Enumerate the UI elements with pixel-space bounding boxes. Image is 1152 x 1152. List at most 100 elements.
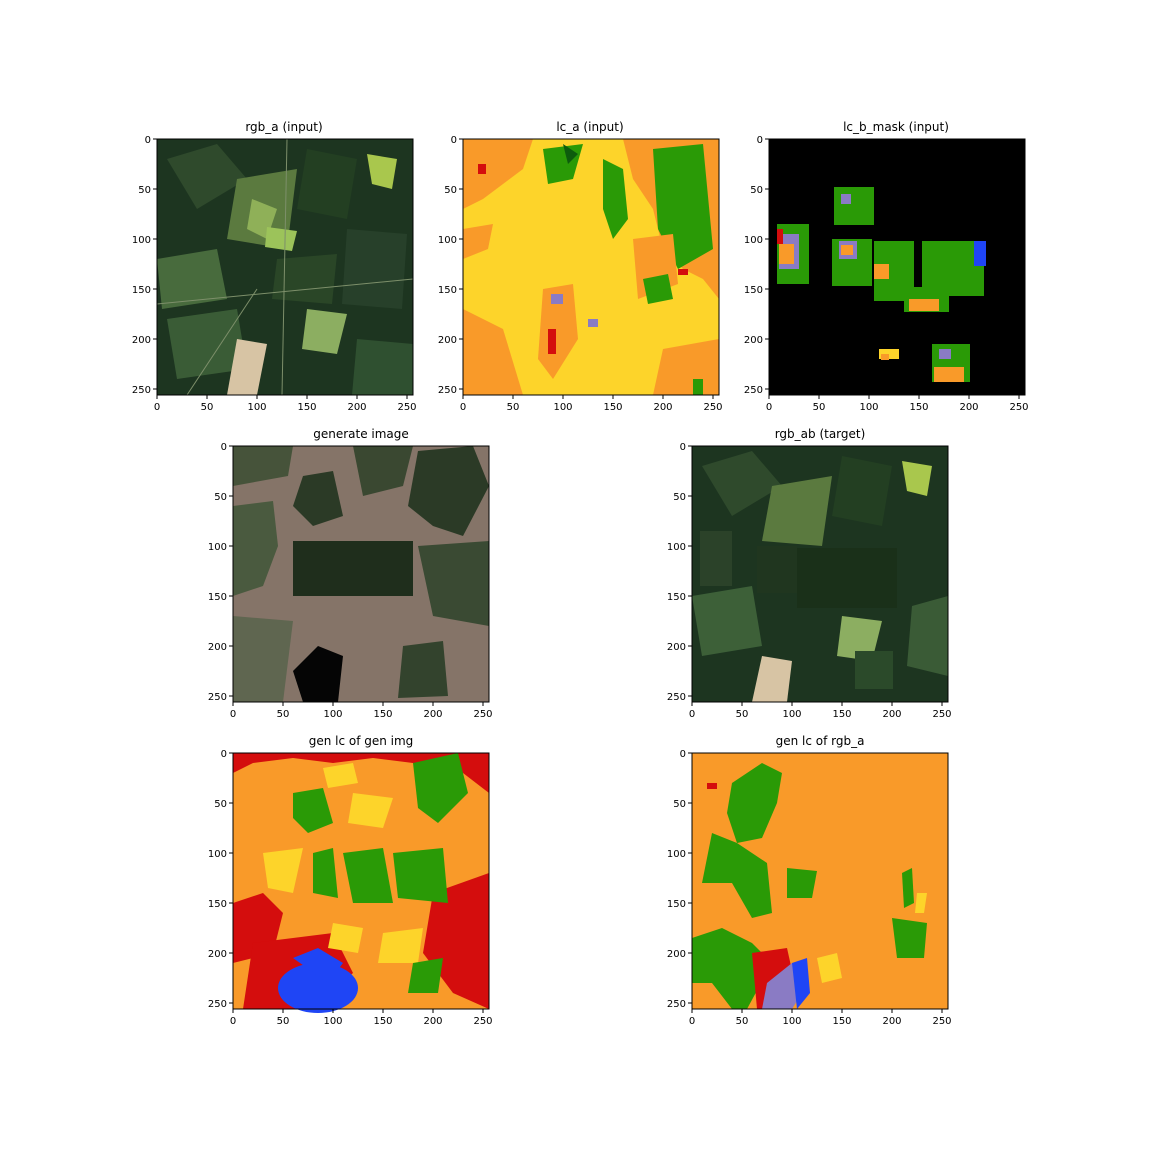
- y-tick-label: 0: [451, 135, 457, 146]
- image-lc-b-mask: 0 0 50 50 100 100 150 150 200 200 250 250: [744, 135, 1029, 413]
- y-tick-label: 200: [438, 335, 457, 346]
- y-tick-label: 50: [214, 492, 227, 503]
- axes: 0 0 50 50 100 100 150 150 200 200 250 250: [667, 749, 952, 1027]
- axes: 0 0 50 50 100 100 150 150 200 200 250 250: [132, 135, 417, 413]
- x-tick-label: 100: [553, 402, 572, 413]
- y-tick-label: 250: [438, 385, 457, 396]
- x-tick-label: 250: [703, 402, 722, 413]
- x-tick-label: 150: [832, 709, 851, 720]
- x-tick-label: 100: [323, 709, 342, 720]
- x-tick-label: 50: [813, 402, 826, 413]
- axes: 0 0 50 50 100 100 150 150 200 200 250 250: [208, 749, 493, 1027]
- panel-title: gen lc of gen img: [308, 734, 414, 748]
- y-tick-label: 100: [132, 235, 151, 246]
- image-lc-a: 0 0 50 50 100 100 150 150 200 200 250 250: [438, 135, 723, 413]
- x-tick-label: 100: [247, 402, 266, 413]
- image-generate: 0 0 50 50 100 100 150 150 200 200 250 250: [208, 442, 493, 720]
- x-tick-label: 200: [882, 709, 901, 720]
- y-tick-label: 250: [208, 692, 227, 703]
- image-gen-lc-rgb: 0 0 50 50 100 100 150 150 200 200 250 250: [667, 749, 952, 1027]
- x-tick-label: 50: [277, 709, 290, 720]
- image-rgb-ab: 0 0 50 50 100 100 150 150 200 200 250 250: [667, 442, 952, 720]
- y-tick-label: 50: [138, 185, 151, 196]
- y-tick-label: 200: [132, 335, 151, 346]
- y-tick-label: 0: [221, 442, 227, 453]
- y-tick-label: 100: [438, 235, 457, 246]
- x-tick-label: 0: [689, 1016, 695, 1027]
- panel-title: lc_a (input): [556, 120, 624, 134]
- y-tick-label: 50: [673, 799, 686, 810]
- x-tick-label: 100: [782, 1016, 801, 1027]
- y-tick-label: 250: [667, 692, 686, 703]
- x-tick-label: 50: [277, 1016, 290, 1027]
- x-tick-label: 100: [859, 402, 878, 413]
- y-tick-label: 150: [667, 592, 686, 603]
- panel-title: rgb_ab (target): [774, 427, 866, 441]
- axes: 0 0 50 50 100 100 150 150 200 200 250 250: [667, 442, 952, 720]
- y-tick-label: 0: [221, 749, 227, 760]
- panel-title: generate image: [313, 427, 409, 441]
- y-tick-label: 150: [744, 285, 763, 296]
- y-tick-label: 200: [667, 642, 686, 653]
- y-tick-label: 100: [667, 849, 686, 860]
- y-tick-label: 150: [667, 899, 686, 910]
- y-tick-label: 200: [208, 642, 227, 653]
- y-tick-label: 200: [744, 335, 763, 346]
- y-tick-label: 100: [667, 542, 686, 553]
- y-tick-label: 100: [208, 849, 227, 860]
- x-tick-label: 200: [423, 709, 442, 720]
- x-tick-label: 250: [473, 709, 492, 720]
- y-tick-label: 200: [208, 949, 227, 960]
- x-tick-label: 250: [932, 709, 951, 720]
- x-tick-label: 150: [832, 1016, 851, 1027]
- y-tick-label: 50: [444, 185, 457, 196]
- x-tick-label: 150: [373, 1016, 392, 1027]
- y-tick-label: 50: [214, 799, 227, 810]
- y-tick-label: 150: [208, 592, 227, 603]
- y-tick-label: 250: [208, 999, 227, 1010]
- x-tick-label: 0: [230, 709, 236, 720]
- y-tick-label: 0: [757, 135, 763, 146]
- axes: 0 0 50 50 100 100 150 150 200 200 250 250: [438, 135, 723, 413]
- x-tick-label: 50: [736, 709, 749, 720]
- x-tick-label: 250: [397, 402, 416, 413]
- y-tick-label: 150: [438, 285, 457, 296]
- y-tick-label: 50: [750, 185, 763, 196]
- x-tick-label: 150: [297, 402, 316, 413]
- y-tick-label: 0: [145, 135, 151, 146]
- x-tick-label: 250: [932, 1016, 951, 1027]
- x-tick-label: 0: [154, 402, 160, 413]
- x-tick-label: 50: [507, 402, 520, 413]
- axes: 0 0 50 50 100 100 150 150 200 200 250 250: [744, 135, 1029, 413]
- x-tick-label: 150: [373, 709, 392, 720]
- x-tick-label: 150: [603, 402, 622, 413]
- x-tick-label: 50: [201, 402, 214, 413]
- y-tick-label: 0: [680, 749, 686, 760]
- x-tick-label: 250: [473, 1016, 492, 1027]
- y-tick-label: 0: [680, 442, 686, 453]
- panel-title: gen lc of rgb_a: [775, 734, 865, 748]
- x-tick-label: 0: [460, 402, 466, 413]
- x-tick-label: 150: [909, 402, 928, 413]
- y-tick-label: 100: [208, 542, 227, 553]
- y-tick-label: 200: [667, 949, 686, 960]
- panel-title: lc_b_mask (input): [843, 120, 949, 134]
- x-tick-label: 0: [689, 709, 695, 720]
- image-rgb-a: 0 0 50 50 100 100 150 150 200 200 250 250: [132, 135, 417, 413]
- y-tick-label: 250: [744, 385, 763, 396]
- y-tick-label: 150: [132, 285, 151, 296]
- x-tick-label: 200: [882, 1016, 901, 1027]
- x-tick-label: 250: [1009, 402, 1028, 413]
- x-tick-label: 0: [230, 1016, 236, 1027]
- x-tick-label: 100: [782, 709, 801, 720]
- x-tick-label: 50: [736, 1016, 749, 1027]
- x-tick-label: 200: [653, 402, 672, 413]
- x-tick-label: 200: [959, 402, 978, 413]
- panel-title: rgb_a (input): [245, 120, 323, 134]
- y-tick-label: 250: [132, 385, 151, 396]
- y-tick-label: 100: [744, 235, 763, 246]
- x-tick-label: 0: [766, 402, 772, 413]
- y-tick-label: 250: [667, 999, 686, 1010]
- y-tick-label: 150: [208, 899, 227, 910]
- x-tick-label: 200: [423, 1016, 442, 1027]
